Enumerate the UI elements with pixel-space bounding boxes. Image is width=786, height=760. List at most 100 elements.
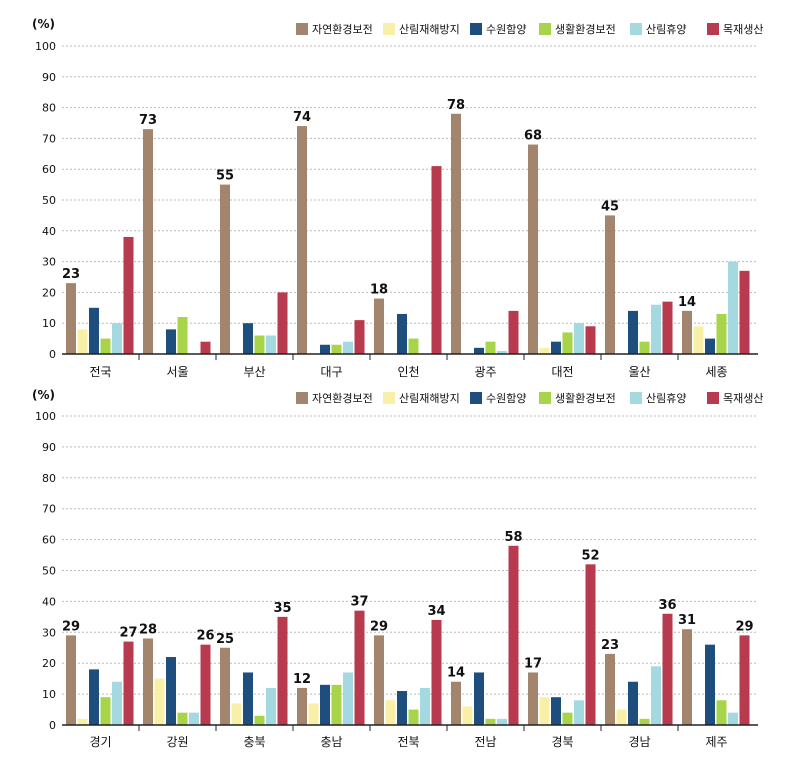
category-label: 경기 (89, 735, 111, 749)
bar-6-6 (508, 545, 519, 725)
bar-1-8 (605, 653, 615, 725)
category-label: 전남 (474, 735, 496, 749)
data-label: 68 (524, 129, 542, 144)
legend-swatch (630, 392, 642, 404)
bar-5-9 (728, 712, 738, 725)
y-tick-label: 60 (42, 163, 56, 176)
data-label: 35 (273, 601, 291, 616)
bar-6-9 (739, 635, 750, 725)
data-label: 31 (678, 613, 696, 628)
bar-6-8 (662, 613, 673, 725)
legend-label: 목재생산 (723, 392, 763, 405)
y-tick-label: 100 (35, 40, 56, 53)
bar-1-2 (143, 638, 153, 725)
bar-1-8 (605, 215, 615, 354)
bar-4-7 (562, 332, 573, 354)
bar-5-4 (343, 672, 353, 725)
data-label: 55 (216, 169, 234, 184)
legend-label: 자연환경보전 (312, 392, 373, 405)
bar-4-3 (254, 335, 265, 354)
category-label: 대전 (551, 365, 573, 379)
bar-6-3 (277, 616, 288, 725)
y-tick-label: 30 (42, 626, 56, 639)
bar-3-5 (397, 691, 407, 725)
bar-6-8 (662, 301, 673, 354)
legend-label: 산림재해방지 (399, 391, 460, 405)
category-label: 충북 (243, 735, 265, 749)
data-label: 36 (658, 598, 676, 613)
category-label: 대구 (320, 365, 342, 379)
bar-1-6 (451, 681, 461, 725)
data-label: 25 (216, 632, 234, 647)
legend-swatch (296, 23, 308, 35)
legend-label: 수원함양 (486, 392, 526, 405)
bar-1-5 (374, 635, 384, 725)
y-tick-label: 0 (49, 348, 56, 361)
chart-panel-2: (%) 0 10 20 30 40 50 60 70 80 90 100 경기 강원 충북 충남 전북 전남 경북 경… (32, 388, 763, 749)
data-label: 26 (196, 629, 214, 644)
category-label: 울산 (628, 365, 650, 379)
data-label: 14 (447, 666, 465, 681)
bar-2-4 (308, 703, 319, 725)
bar-2-8 (616, 709, 627, 725)
legend-swatch (707, 392, 719, 404)
category-label: 강원 (166, 735, 188, 749)
data-label: 29 (370, 619, 388, 634)
bar-3-3 (243, 672, 253, 725)
legend-label: 생활환경보전 (555, 22, 616, 36)
bar-1-7 (528, 144, 538, 354)
bar-4-7 (562, 712, 573, 725)
legend-swatch (707, 23, 719, 35)
bar-1-4 (297, 126, 307, 354)
legend-swatch (539, 392, 551, 404)
y-tick-label: 40 (42, 225, 56, 238)
bar-3-4 (320, 684, 330, 725)
bar-4-5 (408, 338, 419, 354)
legend-swatch (296, 392, 308, 404)
bar-4-6 (485, 718, 496, 725)
legend-label: 산림휴양 (646, 392, 686, 405)
bar-1-7 (528, 672, 538, 725)
y-tick-label: 20 (42, 657, 56, 670)
category-label: 세종 (705, 365, 727, 379)
bar-6-5 (431, 166, 442, 354)
category-label: 충남 (320, 735, 342, 749)
data-label: 74 (293, 110, 311, 125)
category-label: 인천 (397, 364, 419, 379)
bar-3-6 (474, 672, 484, 725)
bar-6-3 (277, 292, 288, 354)
bar-3-2 (166, 329, 176, 354)
legend-swatch (630, 23, 642, 35)
category-label: 경북 (551, 735, 573, 749)
bar-5-4 (343, 341, 353, 354)
category-label: 서울 (166, 365, 188, 379)
bar-2-3 (231, 703, 242, 725)
bar-1-3 (220, 184, 230, 354)
bar-4-9 (716, 313, 727, 354)
category-label: 제주 (705, 735, 727, 749)
bar-2-7 (539, 347, 550, 354)
bar-1-3 (220, 647, 230, 725)
data-label: 17 (524, 656, 542, 671)
y-tick-label: 50 (42, 565, 56, 578)
bar-6-5 (431, 619, 442, 725)
data-label: 73 (139, 113, 157, 128)
bar-3-2 (166, 657, 176, 725)
y-tick-label: 0 (49, 719, 56, 732)
bar-3-8 (628, 681, 638, 725)
data-label: 45 (601, 199, 619, 214)
bar-1-5 (374, 298, 384, 354)
bar-6-1 (123, 641, 134, 725)
legend-label: 산림휴양 (646, 23, 686, 36)
y-tick-label: 70 (42, 132, 56, 145)
y-tick-label: 90 (42, 441, 56, 454)
category-label: 광주 (474, 365, 496, 379)
bar-1-2 (143, 129, 153, 354)
legend-swatch (470, 23, 482, 35)
bar-6-4 (354, 320, 365, 354)
category-label: 경남 (628, 735, 650, 749)
bar-5-7 (574, 700, 584, 725)
y-tick-label: 10 (42, 688, 56, 701)
bar-4-8 (639, 341, 650, 354)
legend-swatch (383, 23, 395, 35)
